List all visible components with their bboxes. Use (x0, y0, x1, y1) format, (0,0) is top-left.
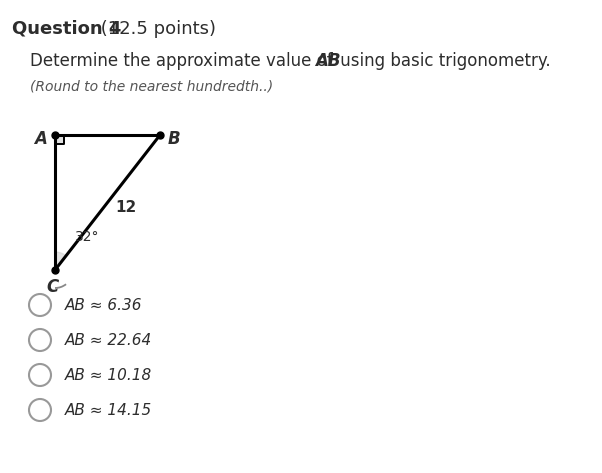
Text: AB ≈ 22.64: AB ≈ 22.64 (65, 333, 152, 348)
Polygon shape (55, 135, 64, 144)
Text: (Round to the nearest hundredth..): (Round to the nearest hundredth..) (30, 80, 273, 94)
Text: (12.5 points): (12.5 points) (95, 20, 216, 38)
Text: AB ≈ 14.15: AB ≈ 14.15 (65, 403, 152, 418)
Text: AB: AB (315, 52, 341, 70)
Text: Determine the approximate value of: Determine the approximate value of (30, 52, 338, 70)
Text: AB ≈ 10.18: AB ≈ 10.18 (65, 368, 152, 383)
Text: A: A (34, 130, 48, 148)
Text: C: C (47, 278, 59, 296)
Text: using basic trigonometry.: using basic trigonometry. (335, 52, 551, 70)
Text: 32°: 32° (75, 230, 99, 244)
Text: B: B (168, 130, 181, 148)
Polygon shape (55, 252, 66, 270)
Text: AB ≈ 6.36: AB ≈ 6.36 (65, 298, 143, 313)
Text: Question 4: Question 4 (12, 20, 122, 38)
Text: 12: 12 (116, 200, 137, 215)
